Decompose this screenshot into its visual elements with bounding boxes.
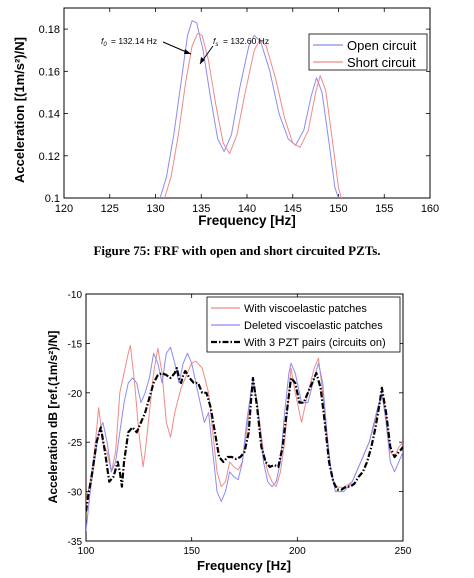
legend-label-deleted: Deleted viscoelastic patches <box>244 320 383 332</box>
x-axis-label: Frequency [Hz] <box>197 558 291 573</box>
y-tick-label: 0.12 <box>39 151 60 163</box>
figure-caption: Figure 75: FRF with open and short circu… <box>93 243 381 258</box>
x-tick-label: 120 <box>55 203 73 215</box>
y-axis-label: Acceleration dB [ref.(1m/s²)/N] <box>46 331 60 504</box>
series-line-3 <box>86 367 403 512</box>
legend: Open circuit Short circuit <box>308 33 428 71</box>
y-tick-label: -10 <box>68 290 83 301</box>
legend-label-pzt: With 3 PZT pairs (circuits on) <box>244 337 386 349</box>
axis-ticks: 120 125 130 135 140 145 150 155 160 0.1 0.12 0.14 0.… <box>39 8 439 215</box>
y-tick-label: -30 <box>68 488 83 499</box>
y-tick-label: 0.18 <box>39 24 60 36</box>
legend-label-open: Open circuit <box>347 38 417 53</box>
annotation-f0-text: = 132.14 Hz <box>111 36 157 46</box>
annotation-f0-arrowhead <box>184 49 191 54</box>
annotation-fs: fs = 132.60 Hz <box>199 36 269 65</box>
x-axis-label: Frequency [Hz] <box>198 213 296 228</box>
y-tick-label: 0.1 <box>45 193 60 205</box>
legend-box <box>308 33 428 71</box>
y-tick-label: 0.14 <box>39 109 60 121</box>
x-tick-label: 100 <box>78 546 95 557</box>
x-tick-label: 160 <box>421 203 439 215</box>
series-line-1 <box>159 20 339 198</box>
y-tick-label: -15 <box>68 339 83 350</box>
x-tick-label: 155 <box>375 203 393 215</box>
x-tick-label: 135 <box>192 203 210 215</box>
y-tick-label: -25 <box>68 438 83 449</box>
y-axis-label: Acceleration [(1m/s²)/N] <box>12 37 27 183</box>
chart-open-short-circuit: 120 125 130 135 140 145 150 155 160 0.1 0.12 0.14 0.… <box>12 7 439 228</box>
x-tick-label: 130 <box>146 203 164 215</box>
chart-viscoelastic-pzt: 100 150 200 250 -35 -30 -25 -20 -15 -10 With visc… <box>46 290 412 573</box>
y-tick-label: -35 <box>68 537 83 548</box>
annotation-fs-arrowhead <box>200 57 205 64</box>
y-tick-label: 0.16 <box>39 66 60 78</box>
legend: With viscoelastic patches Deleted viscoe… <box>206 296 401 353</box>
series-lines <box>159 20 342 198</box>
x-tick-label: 145 <box>284 203 302 215</box>
x-tick-label: 250 <box>395 546 412 557</box>
x-tick-label: 140 <box>238 203 256 215</box>
series-lines <box>86 344 403 532</box>
x-tick-label: 150 <box>183 546 200 557</box>
axis-ticks: 100 150 200 250 -35 -30 -25 -20 -15 -10 <box>68 290 412 557</box>
x-tick-label: 200 <box>289 546 306 557</box>
series-line-1 <box>86 344 403 502</box>
x-tick-label: 125 <box>101 203 119 215</box>
legend-label-short: Short circuit <box>347 55 416 70</box>
annotation-f0: f0 = 132.14 Hz <box>101 36 192 55</box>
series-line-2 <box>86 346 403 532</box>
legend-label-viscoelastic: With viscoelastic patches <box>244 303 367 315</box>
x-tick-label: 150 <box>329 203 347 215</box>
annotation-fs-symbol: fs <box>213 36 218 48</box>
annotation-fs-text: = 132.60 Hz <box>223 36 269 46</box>
annotation-f0-symbol: f0 <box>101 36 107 48</box>
y-tick-label: -20 <box>68 389 83 400</box>
series-line-2 <box>164 32 342 198</box>
